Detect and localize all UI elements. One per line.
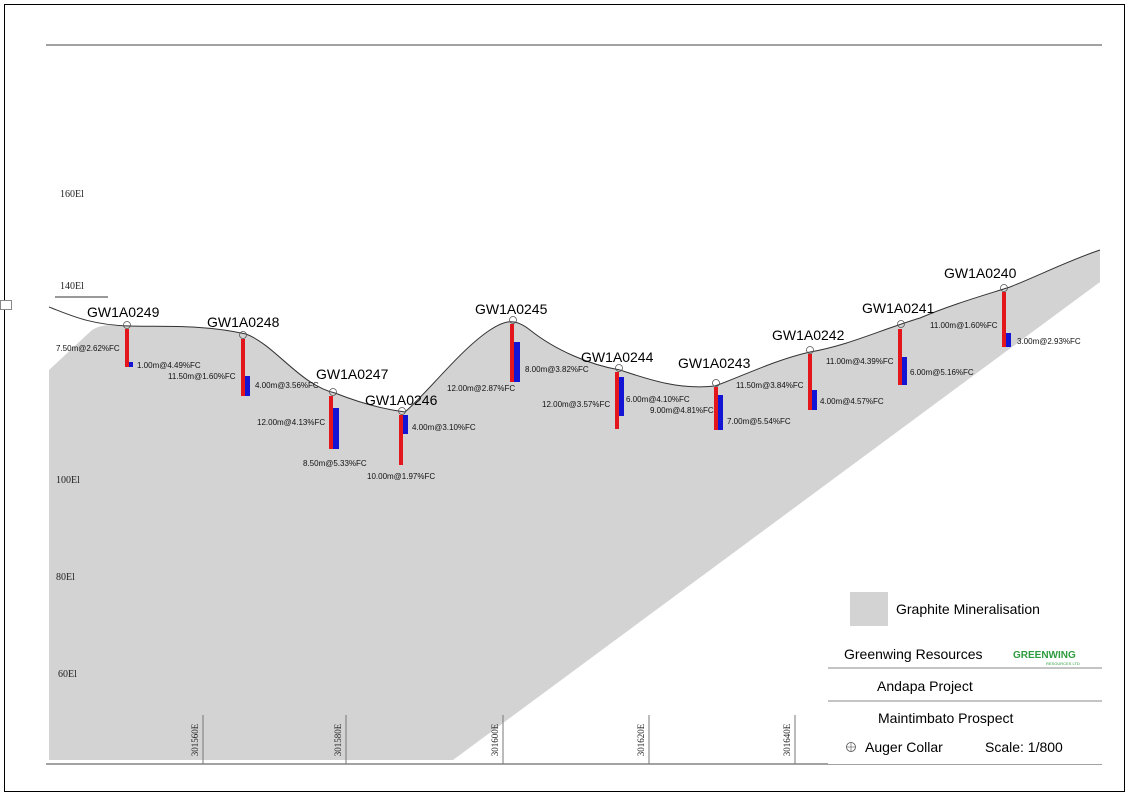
hole-trace [510, 324, 514, 382]
hole-trace [1002, 292, 1006, 347]
hole-label: GW1A0245 [475, 301, 548, 317]
side-tab [0, 300, 12, 310]
auger-collar-icon [509, 316, 517, 324]
interval-label: 4.00m@3.56%FC [255, 381, 319, 390]
easting-label-301580: 301580E [333, 723, 343, 756]
intercept-bar [514, 342, 520, 382]
hole-label: GW1A0247 [316, 366, 389, 382]
elev-label-140: 140El [60, 281, 84, 292]
interval-label: 1.00m@4.49%FC [137, 361, 201, 370]
interval-label: 10.00m@1.97%FC [367, 472, 435, 481]
interval-label: 9.00m@4.81%FC [650, 406, 714, 415]
interval-label: 8.00m@3.82%FC [525, 365, 589, 374]
interval-label: 12.00m@3.57%FC [542, 400, 610, 409]
hole-label: GW1A0244 [581, 349, 654, 365]
auger-collar-icon [712, 379, 720, 387]
easting-label-301600: 301600E [490, 723, 500, 756]
interval-label: 12.00m@4.13%FC [257, 418, 325, 427]
hole-trace [714, 387, 718, 430]
hole-gw1a0248: GW1A0248 11.50m@1.60%FC 4.00m@3.56%FC [168, 314, 319, 396]
interval-label: 7.00m@5.54%FC [727, 417, 791, 426]
surface-line [48, 249, 1101, 413]
auger-collar-icon [398, 407, 406, 415]
hole-gw1a0243: GW1A0243 9.00m@4.81%FC 11.50m@3.84%FC 7.… [650, 355, 804, 430]
company-logo-sub: RESOURCES LTD [1046, 661, 1080, 666]
hole-gw1a0242: GW1A0242 11.00m@4.39%FC 4.00m@4.57%FC [772, 327, 894, 410]
elev-label-60: 60El [58, 669, 77, 680]
legend-swatch [850, 592, 888, 626]
auger-collar-icon [329, 388, 337, 396]
intercept-bar [333, 408, 339, 449]
intercept-bar [129, 362, 133, 367]
hole-trace [399, 415, 403, 465]
hole-trace [125, 329, 129, 367]
interval-label: 7.50m@2.62%FC [56, 344, 120, 353]
hole-trace [615, 372, 619, 429]
hole-trace [808, 354, 812, 410]
interval-label: 6.00m@5.16%FC [910, 368, 974, 377]
interval-label: 11.00m@4.39%FC [826, 357, 894, 366]
auger-collar-icon [1000, 284, 1008, 292]
legend: Graphite Mineralisation Greenwing Resour… [828, 580, 1102, 764]
company-name: Greenwing Resources [844, 646, 983, 662]
intercept-bar [902, 357, 907, 385]
project-name: Andapa Project [877, 678, 973, 694]
hole-gw1a0240: GW1A0240 3.00m@2.93%FC [944, 265, 1081, 347]
hole-label: GW1A0248 [207, 314, 280, 330]
intercept-bar [245, 376, 250, 396]
easting-label-301560: 301560E [190, 723, 200, 756]
interval-label: 12.00m@2.87%FC [447, 384, 515, 393]
hole-trace [329, 396, 333, 449]
figure-frame [4, 4, 1125, 792]
auger-collar-icon [615, 364, 623, 372]
intercept-bar [403, 415, 408, 434]
auger-collar-icon [806, 346, 814, 354]
auger-collar-icon [897, 320, 905, 328]
hole-label: GW1A0240 [944, 265, 1017, 281]
easting-label-301620: 301620E [636, 723, 646, 756]
interval-label: 11.50m@3.84%FC [736, 381, 804, 390]
elev-label-100: 100El [56, 475, 80, 486]
interval-label: 4.00m@4.57%FC [820, 397, 884, 406]
interval-label: 3.00m@2.93%FC [1017, 337, 1081, 346]
mineralisation-area [49, 250, 1100, 760]
hole-label: GW1A0242 [772, 327, 845, 343]
hole-label: GW1A0249 [87, 304, 160, 320]
hole-label: GW1A0241 [862, 300, 935, 316]
hole-label: GW1A0246 [365, 392, 438, 408]
interval-label: 6.00m@4.10%FC [626, 395, 690, 404]
elev-label-160: 160El [60, 189, 84, 200]
prospect-name: Maintimbato Prospect [878, 710, 1014, 726]
hole-gw1a0247: GW1A0247 12.00m@4.13%FC 8.50m@5.33%FC [257, 366, 389, 468]
intercept-bar [619, 377, 624, 416]
interval-label: 11.00m@1.60%FC [930, 321, 998, 330]
interval-label: 11.50m@1.60%FC [168, 372, 236, 381]
legend-mineralisation: Graphite Mineralisation [896, 601, 1040, 617]
interval-label: 8.50m@5.33%FC [303, 459, 367, 468]
hole-label: GW1A0243 [678, 355, 751, 371]
hole-gw1a0246: GW1A0246 4.00m@3.10%FC 10.00m@1.97%FC [365, 392, 476, 481]
elev-label-80: 80El [56, 572, 75, 583]
auger-collar-icon [239, 331, 247, 339]
hole-gw1a0244: GW1A0244 12.00m@3.57%FC 6.00m@4.10%FC [542, 349, 690, 429]
interval-label: 4.00m@3.10%FC [412, 423, 476, 432]
hole-trace [898, 329, 902, 385]
scale-label: Scale: 1/800 [985, 739, 1063, 755]
hole-trace [241, 339, 245, 396]
hole-gw1a0241: GW1A0241 11.00m@1.60%FC 6.00m@5.16%FC [862, 300, 998, 385]
hole-gw1a0249: GW1A0249 7.50m@2.62%FC 1.00m@4.49%FC [56, 304, 201, 370]
hole-gw1a0245: GW1A0245 12.00m@2.87%FC 8.00m@3.82%FC [447, 301, 589, 393]
collar-label: Auger Collar [865, 739, 943, 755]
easting-label-301640: 301640E [782, 723, 792, 756]
company-logo: GREENWING [1013, 650, 1076, 661]
auger-collar-icon [123, 321, 131, 329]
intercept-bar [718, 395, 723, 430]
intercept-bar [812, 390, 817, 410]
intercept-bar [1006, 333, 1011, 347]
